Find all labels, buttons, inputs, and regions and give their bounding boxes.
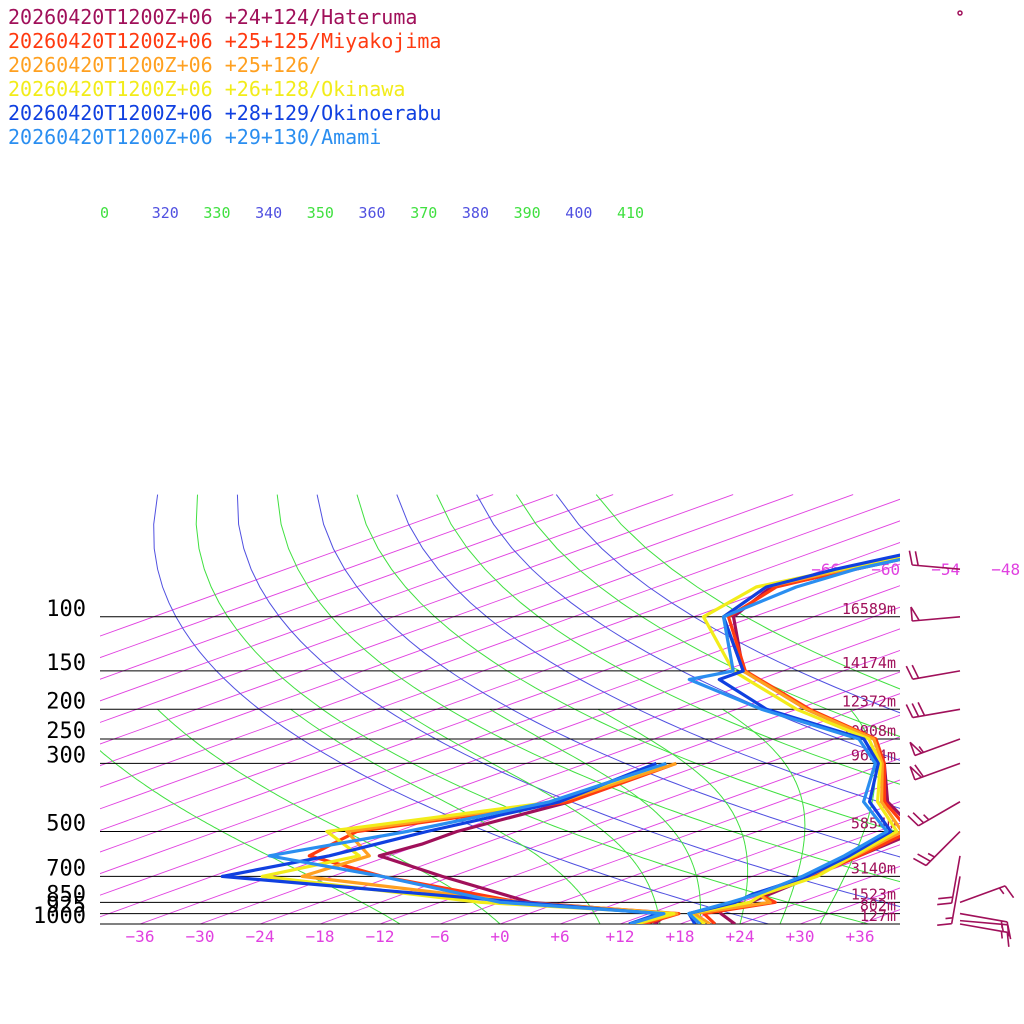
sounding-profiles	[220, 553, 900, 924]
pressure-label: 200	[46, 689, 86, 714]
wind-barb	[959, 912, 1010, 937]
wind-barb	[908, 550, 961, 571]
calm-wind-marker	[957, 10, 963, 16]
isotherm-line	[100, 494, 674, 702]
x-tick-label: +36	[846, 927, 875, 946]
theta-label: 350	[307, 204, 334, 222]
moist-adiabat-line	[157, 708, 501, 924]
theta-label: 390	[514, 204, 541, 222]
x-tick-label: +24	[726, 927, 755, 946]
pressure-label: 500	[46, 812, 86, 837]
wind-barb	[959, 919, 1012, 940]
moist-adiabat-line	[489, 708, 701, 924]
x-tick-label: −12	[366, 927, 395, 946]
wind-barb	[913, 830, 961, 867]
legend-item-amami: 20260420T1200Z+06 +29+130/Amami	[8, 125, 382, 149]
wind-barb	[937, 855, 961, 906]
wind-barb	[909, 762, 961, 781]
pressure-label: 1000	[33, 904, 86, 929]
isotherm-label: −54	[931, 560, 960, 579]
wind-barb	[905, 664, 961, 680]
isotherm-line	[679, 844, 900, 924]
theta-label: 320	[152, 204, 179, 222]
height-label: 127m	[860, 907, 896, 925]
pressure-label: 700	[46, 856, 86, 881]
theta-label: 370	[410, 204, 437, 222]
pressure-label: 300	[46, 743, 86, 768]
isotherm-line	[559, 801, 900, 924]
height-label: 1523m	[851, 885, 896, 903]
isotherm-line	[619, 822, 900, 924]
legend-item-miyakojima: 20260420T1200Z+06 +25+125/Miyakojima	[8, 29, 442, 53]
moist-adiabat-line	[722, 708, 806, 924]
theta-labels: 0 320 330 340 350 360 370 380 390 400 410	[100, 204, 644, 222]
x-tick-label: −24	[246, 927, 275, 946]
theta-label: 360	[359, 204, 386, 222]
pressure-label: 925	[46, 894, 86, 919]
wind-barb	[959, 885, 1015, 904]
theta-label: 0	[100, 204, 109, 222]
wind-barb	[907, 801, 961, 827]
x-tick-label: −30	[186, 927, 215, 946]
isotherm-line	[499, 779, 900, 924]
x-tick-label: +30	[786, 927, 815, 946]
isotherm-label: −48	[991, 560, 1020, 579]
height-label: 14174m	[842, 654, 896, 672]
x-tick-label: −6	[430, 927, 449, 946]
isotherm-line	[319, 714, 900, 924]
wind-barb	[959, 923, 1010, 947]
x-tick-label: +0	[490, 927, 509, 946]
height-label: 802m	[860, 897, 896, 915]
legend-item-station-126: 20260420T1200Z+06 +25+126/	[8, 53, 322, 77]
theta-label: 380	[462, 204, 489, 222]
legend-item-hateruma: 20260420T1200Z+06 +24+124/Hateruma	[8, 5, 418, 29]
wind-barb	[905, 702, 961, 719]
pressure-label: 150	[46, 651, 86, 676]
height-label: 16589m	[842, 600, 896, 618]
height-label: 12372m	[842, 692, 896, 710]
x-tick-label: +6	[550, 927, 569, 946]
isotherm-line	[379, 736, 900, 924]
dewpoint-profile-line	[267, 761, 667, 924]
height-label: 3140m	[851, 859, 896, 877]
theta-label: 410	[617, 204, 644, 222]
theta-label: 330	[203, 204, 230, 222]
wind-barb	[909, 738, 961, 757]
wind-barb	[910, 606, 961, 622]
wind-barbs	[905, 10, 1015, 947]
temperature-profile-line	[687, 557, 900, 924]
isotherm-line	[100, 494, 554, 659]
wind-barb	[937, 876, 961, 926]
isotherm-line	[439, 757, 900, 924]
temperature-profile-line	[687, 554, 900, 924]
legend-item-okinawa: 20260420T1200Z+06 +26+128/Okinawa	[8, 77, 406, 101]
x-tick-label: −36	[126, 927, 155, 946]
isotherm-line	[100, 494, 494, 637]
legend: 20260420T1200Z+06 +24+124/Hateruma 20260…	[8, 5, 441, 149]
dewpoint-profile-line	[377, 761, 671, 924]
x-tick-label: −18	[306, 927, 335, 946]
pressure-label: 250	[46, 719, 86, 744]
moist-adiabat-line	[597, 708, 749, 924]
isotherm-line	[100, 494, 614, 680]
moist-adiabat-line	[290, 708, 601, 924]
theta-label: 340	[255, 204, 282, 222]
x-tick-label: +18	[666, 927, 695, 946]
moist-adiabat-line	[399, 708, 661, 924]
pressure-label: 100	[46, 597, 86, 622]
x-tick-label: +12	[606, 927, 635, 946]
legend-item-okinoerabu: 20260420T1200Z+06 +28+129/Okinoerabu	[8, 101, 442, 125]
theta-label: 400	[565, 204, 592, 222]
pressure-label: 850	[46, 882, 86, 907]
